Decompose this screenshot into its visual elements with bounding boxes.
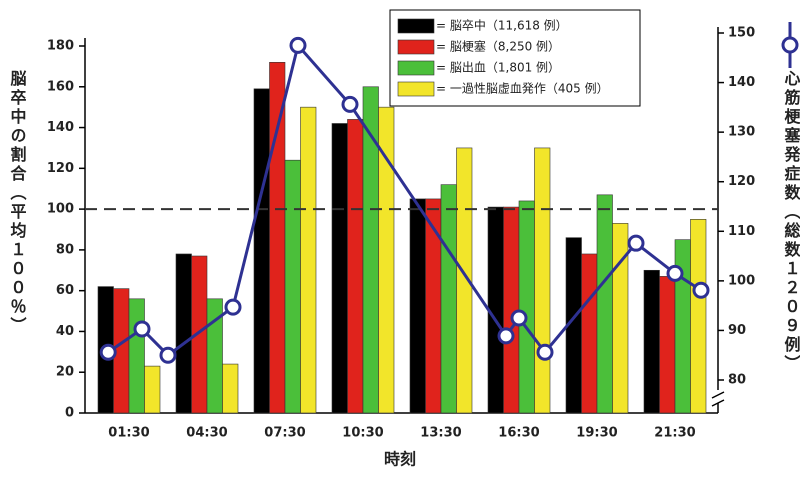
bar xyxy=(535,148,551,413)
legend-swatch xyxy=(398,40,434,54)
bar xyxy=(348,119,364,413)
bar xyxy=(597,195,613,413)
y-tick-label: 80 xyxy=(56,242,74,257)
y2-tick-label: 80 xyxy=(728,373,746,388)
bar xyxy=(410,199,426,413)
bar xyxy=(441,185,457,413)
y2-tick-label: 140 xyxy=(728,75,755,90)
bar xyxy=(379,107,395,413)
line-marker xyxy=(343,97,357,111)
x-tick-label: 13:30 xyxy=(420,426,461,441)
y-axis-label: 脳卒中の割合（平均１００％） xyxy=(8,70,27,336)
bar xyxy=(660,276,676,413)
y2-tick-label: 100 xyxy=(728,273,755,288)
y-tick-label: 20 xyxy=(56,365,74,380)
bar xyxy=(426,199,442,413)
bar xyxy=(145,366,161,413)
x-tick-label: 10:30 xyxy=(342,426,383,441)
bar xyxy=(691,219,707,413)
bar xyxy=(254,89,270,413)
bar xyxy=(223,364,239,413)
y-tick-label: 140 xyxy=(47,120,74,135)
line-marker xyxy=(538,345,552,359)
line-marker xyxy=(101,345,115,359)
legend-label: = 脳出血（1,801 例） xyxy=(436,61,560,75)
legend-label: = 脳卒中（11,618 例） xyxy=(436,18,568,33)
line-marker xyxy=(668,266,682,280)
legend-swatch xyxy=(398,82,434,96)
legend-swatch xyxy=(398,19,434,33)
x-tick-label: 21:30 xyxy=(654,426,695,441)
bar xyxy=(613,223,629,413)
line-marker xyxy=(291,38,305,52)
line-marker xyxy=(629,236,643,250)
y2-tick-label: 150 xyxy=(728,26,755,41)
x-tick-label: 19:30 xyxy=(576,426,617,441)
bar xyxy=(270,62,286,413)
bar xyxy=(285,160,301,413)
x-tick-label: 16:30 xyxy=(498,426,539,441)
bar xyxy=(301,107,317,413)
y-tick-label: 180 xyxy=(47,39,74,54)
line-marker xyxy=(499,329,513,343)
y2-tick-label: 120 xyxy=(728,174,755,189)
y2-tick-label: 130 xyxy=(728,125,755,140)
y-tick-label: 160 xyxy=(47,79,74,94)
y-tick-label: 0 xyxy=(65,406,74,421)
y2-axis-label: 心筋梗塞発症数（総数１２０９例） xyxy=(782,70,800,374)
y-tick-label: 100 xyxy=(47,202,74,217)
bar xyxy=(582,254,598,413)
line-marker xyxy=(135,322,149,336)
x-tick-label: 01:30 xyxy=(108,426,149,441)
bar xyxy=(644,270,660,413)
legend-label: = 一過性脳虚血発作（405 例） xyxy=(436,82,609,96)
bar xyxy=(129,299,145,413)
y-tick-label: 120 xyxy=(47,161,74,176)
line-marker xyxy=(694,283,708,297)
y2-tick-label: 110 xyxy=(728,224,755,239)
line-marker xyxy=(226,300,240,314)
y-tick-label: 60 xyxy=(56,283,74,298)
bar xyxy=(332,123,348,413)
y2-tick-label: 90 xyxy=(728,323,746,338)
line-marker xyxy=(161,348,175,362)
legend-swatch xyxy=(398,61,434,75)
bar xyxy=(176,254,192,413)
legend-marker-icon xyxy=(783,38,797,52)
x-tick-label: 07:30 xyxy=(264,426,305,441)
x-axis-label: 時刻 xyxy=(384,450,416,469)
legend-label: = 脳梗塞（8,250 例） xyxy=(436,39,560,54)
bar xyxy=(519,201,535,413)
x-tick-label: 04:30 xyxy=(186,426,227,441)
y-tick-label: 40 xyxy=(56,324,74,339)
line-marker xyxy=(512,311,526,325)
